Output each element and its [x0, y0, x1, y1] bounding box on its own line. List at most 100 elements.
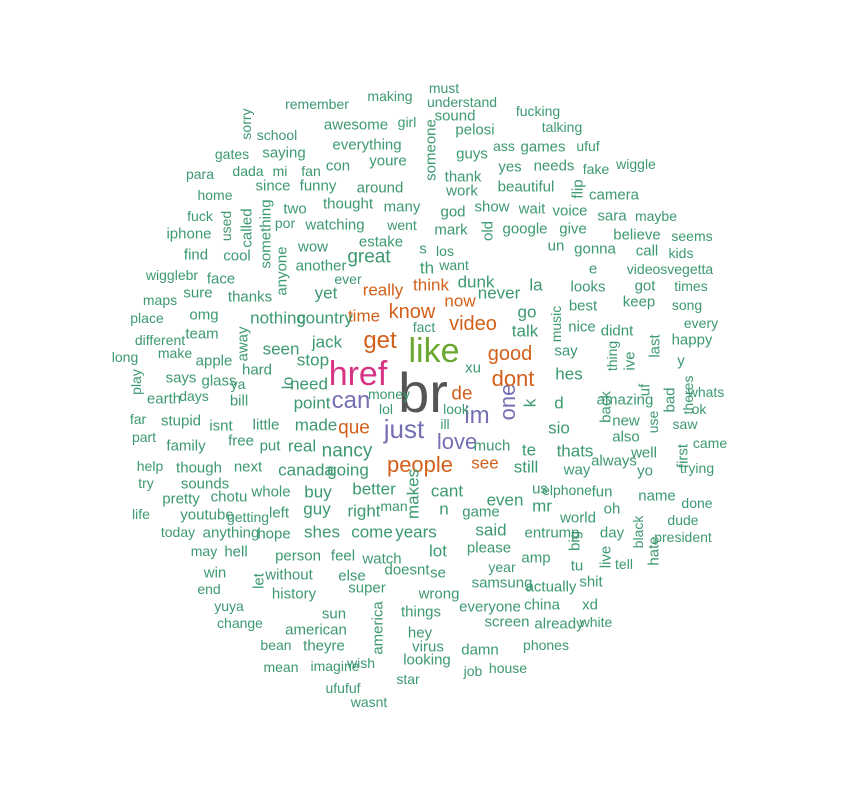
- cloud-word: song: [671, 297, 703, 313]
- cloud-word: hell: [224, 543, 248, 561]
- cloud-word: go: [517, 302, 537, 322]
- cloud-word: everything: [332, 136, 402, 154]
- cloud-word: actually: [525, 578, 577, 596]
- cloud-word: money: [367, 386, 411, 402]
- cloud-word: youtube: [180, 506, 234, 524]
- cloud-word: e: [588, 260, 598, 278]
- cloud-word: br: [398, 361, 448, 424]
- cloud-word: nancy: [321, 440, 373, 462]
- cloud-word: american: [285, 621, 347, 639]
- cloud-word: needs: [533, 157, 575, 175]
- cloud-word: los: [436, 243, 454, 259]
- cloud-word: wiggle: [616, 156, 656, 172]
- cloud-word: dude: [667, 512, 699, 528]
- cloud-word: thank: [444, 168, 482, 186]
- cloud-word: jack: [311, 332, 343, 352]
- cloud-word: everyone: [459, 598, 521, 616]
- cloud-word: shit: [579, 573, 603, 591]
- cloud-word: day: [599, 524, 625, 542]
- cloud-word: cant: [430, 481, 464, 501]
- cloud-word: la: [529, 275, 543, 295]
- cloud-word: por: [274, 215, 296, 231]
- cloud-word: omg: [189, 306, 219, 324]
- cloud-word: last: [646, 334, 664, 358]
- cloud-word: man: [380, 498, 408, 514]
- cloud-word: big: [566, 530, 584, 552]
- cloud-word: s: [419, 240, 427, 258]
- cloud-word: since: [255, 177, 291, 195]
- cloud-word: voice: [552, 202, 588, 220]
- cloud-word: show: [474, 198, 510, 216]
- cloud-word: fake: [582, 161, 610, 177]
- cloud-word: around: [356, 179, 404, 197]
- cloud-word: great: [347, 246, 391, 268]
- cloud-word: real: [287, 436, 317, 456]
- cloud-word: called: [238, 208, 256, 248]
- cloud-word: china: [524, 596, 560, 614]
- cloud-word: gates: [214, 146, 250, 162]
- cloud-word: amazing: [596, 391, 654, 409]
- cloud-word: someone: [422, 119, 440, 181]
- cloud-word: also: [612, 428, 640, 446]
- cloud-word: xd: [582, 596, 598, 614]
- cloud-word: yet: [314, 283, 338, 303]
- cloud-word: god: [440, 203, 466, 221]
- cloud-word: country: [297, 308, 353, 328]
- cloud-word: make: [157, 345, 193, 361]
- cloud-word: lol: [378, 401, 394, 417]
- cloud-word: far: [129, 411, 147, 427]
- cloud-word: mr: [532, 496, 552, 516]
- cloud-word: says: [165, 369, 197, 387]
- cloud-word: black: [630, 515, 646, 549]
- cloud-word: team: [185, 325, 219, 343]
- cloud-word: ive: [621, 351, 639, 371]
- cloud-word: chotu: [210, 488, 248, 506]
- cloud-word: fun: [591, 483, 613, 501]
- cloud-word: place: [130, 310, 164, 326]
- cloud-word: white: [579, 614, 613, 630]
- cloud-word: ever: [334, 271, 362, 287]
- cloud-word: guy: [303, 499, 331, 519]
- cloud-word: help: [136, 458, 164, 474]
- cloud-word: already: [534, 615, 584, 633]
- cloud-word: hope: [257, 525, 291, 543]
- cloud-word: days: [179, 388, 209, 404]
- cloud-word: fact: [412, 319, 436, 335]
- cloud-word: free: [228, 432, 254, 450]
- cloud-word: virus: [412, 638, 444, 656]
- cloud-word: old: [479, 220, 497, 242]
- cloud-word: year: [488, 559, 516, 575]
- cloud-word: said: [475, 520, 507, 540]
- cloud-word: house: [488, 660, 528, 676]
- cloud-word: face: [206, 270, 236, 288]
- cloud-word: anyone: [273, 246, 291, 296]
- cloud-word: wait: [518, 200, 546, 218]
- cloud-word: ill: [440, 416, 450, 432]
- cloud-word: yo: [637, 462, 653, 480]
- cloud-word: pelosi: [455, 121, 495, 139]
- cloud-word: href: [328, 355, 388, 393]
- cloud-word: google: [502, 220, 548, 238]
- cloud-word: believe: [613, 226, 661, 244]
- cloud-word: imagine: [310, 658, 360, 674]
- cloud-word: really: [362, 280, 404, 300]
- cloud-word: wow: [297, 238, 329, 256]
- cloud-word: apple: [195, 352, 233, 370]
- cloud-word: im: [464, 402, 490, 429]
- cloud-word: nothing: [250, 308, 306, 328]
- cloud-word: shes: [304, 522, 340, 542]
- cloud-word: damn: [461, 641, 499, 659]
- cloud-word: without: [265, 566, 313, 584]
- cloud-word: saw: [672, 416, 698, 432]
- cloud-word: tell: [615, 556, 633, 572]
- cloud-word: now: [444, 291, 476, 311]
- cloud-word: dont: [491, 366, 535, 391]
- cloud-word: better: [352, 479, 396, 499]
- cloud-word: anything: [202, 524, 260, 542]
- cloud-word: saying: [262, 144, 306, 162]
- cloud-word: thought: [322, 195, 374, 213]
- cloud-word: come: [351, 522, 393, 542]
- cloud-word: done: [681, 495, 713, 511]
- cloud-word: today: [160, 524, 196, 540]
